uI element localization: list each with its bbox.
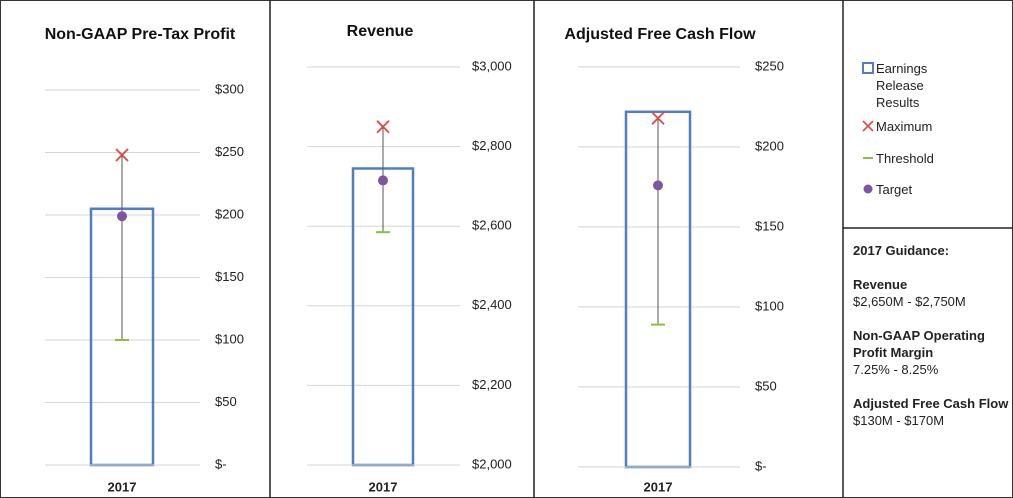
maximum-mark xyxy=(115,148,129,162)
y-tick-label: $50 xyxy=(755,378,777,393)
legend-label: Target xyxy=(876,182,913,197)
y-tick-label: $50 xyxy=(215,394,237,409)
y-tick-label: $150 xyxy=(215,269,244,284)
y-tick-label: $2,200 xyxy=(472,377,512,392)
y-tick-label: $150 xyxy=(755,218,784,233)
y-tick-label: $2,800 xyxy=(472,138,512,153)
guidance-value: $2,650M - $2,750M xyxy=(853,294,966,309)
y-tick-label: $2,400 xyxy=(472,297,512,312)
y-tick-label: $200 xyxy=(215,206,244,221)
maximum-mark xyxy=(376,120,390,134)
y-tick-label: $3,000 xyxy=(472,58,512,73)
y-tick-label: $- xyxy=(215,456,227,471)
y-tick-label: $2,600 xyxy=(472,218,512,233)
maximum-mark xyxy=(651,111,665,125)
y-tick-label: $100 xyxy=(755,298,784,313)
chart-title: Adjusted Free Cash Flow xyxy=(564,26,756,43)
chart-title: Revenue xyxy=(346,23,414,40)
y-tick-label: $300 xyxy=(215,81,244,96)
guidance-label: Revenue xyxy=(853,277,908,292)
x-tick-label: 2017 xyxy=(108,479,137,494)
y-tick-label: $250 xyxy=(755,58,784,73)
y-tick-label: $2,000 xyxy=(472,456,512,471)
target-mark xyxy=(653,180,663,191)
guidance-value: $130M - $170M xyxy=(853,413,945,428)
guidance-label: Non-GAAP Operating Profit Margin xyxy=(853,328,985,360)
legend-label: Maximum xyxy=(876,119,933,134)
legend-label: Earnings Release Results xyxy=(876,61,928,110)
y-tick-label: $- xyxy=(755,458,767,473)
y-tick-label: $100 xyxy=(215,331,244,346)
y-tick-label: $250 xyxy=(215,144,244,159)
legend-label: Threshold xyxy=(876,151,934,166)
guidance-label: Adjusted Free Cash Flow xyxy=(853,396,1009,411)
x-tick-label: 2017 xyxy=(369,479,398,494)
guidance-title: 2017 Guidance: xyxy=(853,243,950,258)
legend-swatch xyxy=(862,62,874,74)
y-tick-label: $200 xyxy=(755,138,784,153)
target-mark xyxy=(117,211,127,222)
x-tick-label: 2017 xyxy=(644,479,673,494)
chart-title: Non-GAAP Pre-Tax Profit xyxy=(44,26,236,43)
legend-swatch xyxy=(863,184,873,194)
guidance-value: 7.25% - 8.25% xyxy=(853,362,939,377)
target-mark xyxy=(378,175,388,186)
legend-swatch xyxy=(862,120,874,132)
guidance: 2017 Guidance: Revenue $2,650M - $2,750M… xyxy=(853,243,1013,446)
